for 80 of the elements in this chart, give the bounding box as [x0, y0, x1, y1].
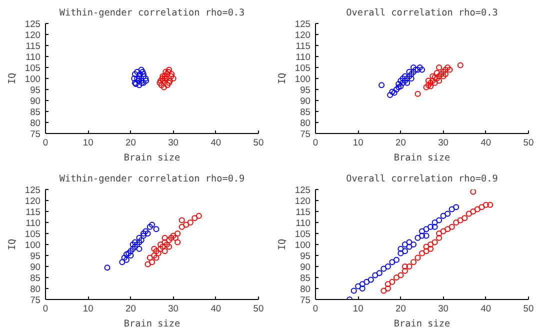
y-tick-label: 100 [24, 240, 41, 250]
y-tick-label: 120 [294, 196, 311, 206]
chart-title: Within-gender correlation rho=0.3 [59, 8, 245, 18]
x-tick-label: 30 [168, 138, 179, 148]
y-tick-label: 95 [300, 251, 311, 261]
y-tick-label: 120 [294, 30, 311, 40]
x-tick-label: 40 [480, 138, 492, 148]
x-tick-label: 20 [126, 304, 136, 314]
x-tick-label: 30 [438, 138, 449, 148]
y-tick-label: 125 [294, 185, 311, 195]
y-axis-title: IQ [276, 238, 288, 250]
x-tick-label: 50 [253, 304, 264, 314]
y-tick-label: 85 [300, 273, 311, 283]
y-tick-label: 105 [24, 229, 41, 239]
y-tick-label: 75 [30, 295, 41, 305]
x-tick-label: 50 [253, 138, 264, 148]
x-axis-title: Brain size [394, 152, 450, 164]
x-tick-label: 20 [126, 138, 136, 148]
y-tick-label: 125 [294, 19, 311, 29]
y-tick-label: 95 [300, 85, 311, 95]
x-tick-label: 30 [168, 304, 179, 314]
y-tick-label: 125 [24, 19, 41, 29]
x-axis-title: Brain size [394, 318, 450, 330]
x-tick-label: 40 [480, 304, 492, 314]
x-tick-label: 20 [396, 304, 406, 314]
y-axis-title: IQ [6, 238, 18, 250]
x-axis-title: Brain size [124, 318, 180, 330]
y-tick-label: 120 [24, 196, 41, 206]
y-tick-label: 85 [30, 273, 41, 283]
y-tick-label: 120 [24, 30, 41, 40]
y-tick-label: 80 [30, 118, 41, 128]
y-tick-label: 80 [300, 284, 311, 294]
x-tick-label: 10 [82, 304, 94, 314]
y-tick-label: 85 [30, 107, 41, 117]
x-tick-label: 0 [312, 304, 318, 314]
x-tick-label: 10 [352, 138, 364, 148]
y-tick-label: 100 [294, 74, 311, 84]
chart-title: Overall correlation rho=0.3 [346, 8, 498, 18]
y-tick-label: 115 [296, 41, 311, 51]
y-tick-label: 95 [30, 251, 41, 261]
x-tick-label: 0 [42, 304, 48, 314]
y-tick-label: 85 [300, 107, 311, 117]
y-tick-label: 95 [30, 85, 41, 95]
y-tick-label: 90 [30, 96, 41, 106]
x-tick-label: 50 [523, 304, 534, 314]
y-tick-label: 75 [300, 129, 311, 139]
x-axis-title: Brain size [124, 152, 180, 164]
y-axis-title: IQ [6, 72, 18, 84]
chart-title: Overall correlation rho=0.9 [346, 174, 498, 184]
y-tick-label: 115 [26, 41, 41, 51]
y-tick-label: 100 [294, 240, 311, 250]
x-tick-label: 20 [396, 138, 406, 148]
x-tick-label: 0 [42, 138, 48, 148]
y-tick-label: 80 [30, 284, 41, 294]
y-tick-label: 110 [26, 218, 41, 228]
x-tick-label: 10 [82, 138, 94, 148]
x-tick-label: 30 [438, 304, 449, 314]
y-tick-label: 105 [24, 63, 41, 73]
y-tick-label: 115 [26, 207, 41, 217]
y-tick-label: 125 [24, 185, 41, 195]
x-tick-label: 0 [312, 138, 318, 148]
x-tick-label: 40 [210, 138, 222, 148]
y-tick-label: 90 [300, 96, 311, 106]
y-tick-label: 100 [24, 74, 41, 84]
x-tick-label: 10 [352, 304, 364, 314]
y-tick-label: 110 [296, 218, 311, 228]
y-tick-label: 80 [300, 118, 311, 128]
y-tick-label: 105 [294, 229, 311, 239]
y-tick-label: 110 [296, 52, 311, 62]
y-tick-label: 75 [300, 295, 311, 305]
x-tick-label: 40 [210, 304, 222, 314]
y-tick-label: 90 [300, 262, 311, 272]
x-tick-label: 50 [523, 138, 534, 148]
y-tick-label: 110 [26, 52, 41, 62]
y-axis-title: IQ [276, 72, 288, 84]
y-tick-label: 105 [294, 63, 311, 73]
y-tick-label: 75 [30, 129, 41, 139]
y-tick-label: 115 [296, 207, 311, 217]
chart-title: Within-gender correlation rho=0.9 [59, 174, 245, 184]
y-tick-label: 90 [30, 262, 41, 272]
